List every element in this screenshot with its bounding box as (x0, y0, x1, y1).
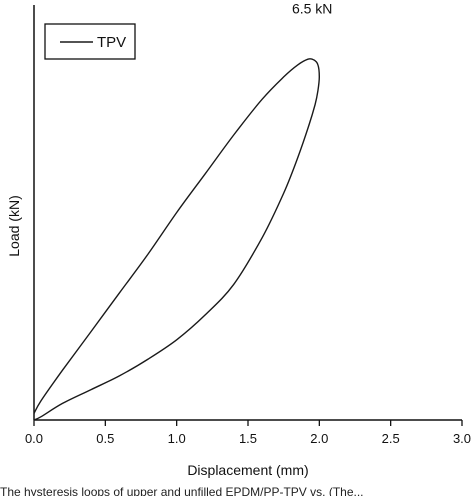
y-axis-title: Load (kN) (6, 195, 22, 256)
annotation-layer: 6.5 kN (292, 0, 332, 16)
series-line-tpv (33, 58, 320, 421)
x-tick-labels: 0.0 0.5 1.0 1.5 2.0 2.5 3.0 (25, 431, 471, 446)
x-tick-label: 1.5 (239, 431, 257, 446)
legend-label-tpv: TPV (97, 34, 126, 51)
x-tick-label: 2.0 (310, 431, 328, 446)
chart-axes (33, 5, 462, 421)
x-ticks (33, 420, 463, 426)
legend-box (44, 23, 136, 60)
x-tick-label: 0.0 (25, 431, 43, 446)
x-tick-label: 3.0 (453, 431, 471, 446)
peak-load-annotation: 6.5 kN (292, 0, 332, 16)
legend: TPV (44, 23, 136, 60)
figure-caption: The hysteresis loops of upper and unfill… (0, 485, 364, 496)
series-layer (33, 58, 320, 421)
x-tick-label: 0.5 (96, 431, 114, 446)
x-axis-title: Displacement (mm) (187, 462, 308, 478)
chart: 0.0 0.5 1.0 1.5 2.0 2.5 3.0 6.5 kN Displacemen… (6, 0, 471, 478)
x-tick-label: 2.5 (382, 431, 400, 446)
x-tick-label: 1.0 (168, 431, 186, 446)
